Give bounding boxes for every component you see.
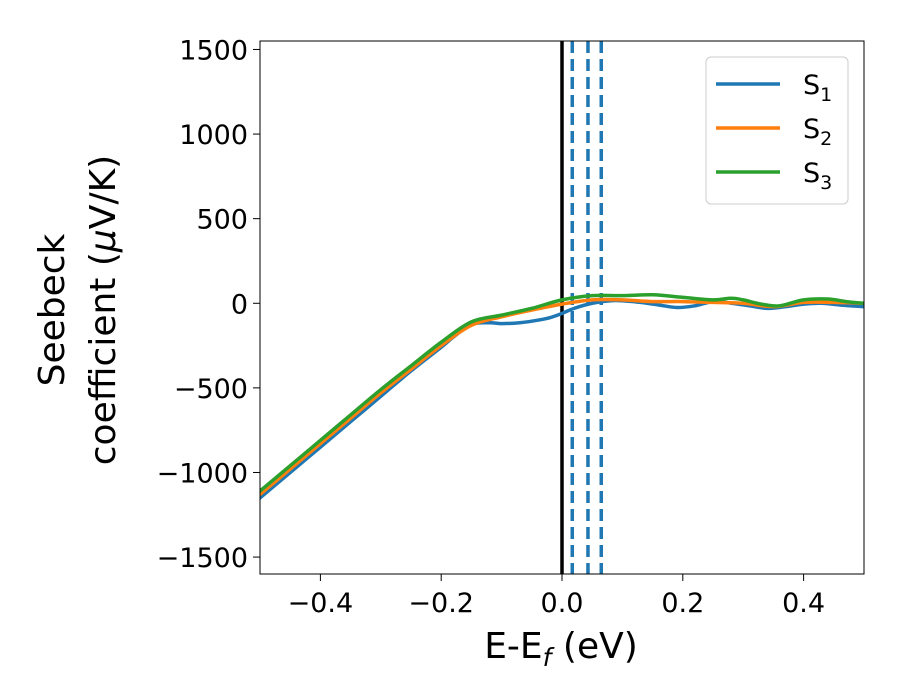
y-tick-label: 1000: [179, 120, 248, 151]
legend-box: [705, 56, 849, 205]
x-tick-label: 0.2: [661, 588, 704, 619]
y-axis-label-line1: Seebeck: [32, 233, 73, 386]
series-lines: [260, 293, 864, 500]
x-axis-label: E-Ef (eV): [484, 626, 638, 672]
vertical-lines: [560, 41, 604, 574]
y-tick-label: −500: [174, 374, 248, 405]
legend-label-s2: S2: [803, 114, 832, 150]
y-axis-label-line2: coefficient (μV/K): [83, 155, 124, 465]
y-tick-label: 1500: [179, 35, 248, 66]
x-tick-label: −0.2: [408, 588, 474, 619]
legend-label-s1: S1: [803, 70, 832, 106]
y-tick-label: 500: [196, 205, 248, 236]
y-tick-label: −1000: [157, 458, 248, 489]
x-tick-label: 0.4: [782, 588, 825, 619]
x-tick-label: −0.4: [288, 588, 354, 619]
y-axis-label: Seebeck coefficient (μV/K): [32, 155, 124, 465]
legend: S1 S2 S3: [705, 56, 849, 205]
y-tick-label: −1500: [157, 543, 248, 574]
x-tick-label: 0.0: [541, 588, 584, 619]
legend-label-s3: S3: [803, 158, 832, 194]
y-tick-label: 0: [231, 289, 248, 320]
series-line-s3: [260, 293, 864, 493]
axis-ticks: −0.4 −0.2 0.0 0.2 0.4 −1500 −1000 −500 0 500 1000 1…: [157, 35, 825, 619]
